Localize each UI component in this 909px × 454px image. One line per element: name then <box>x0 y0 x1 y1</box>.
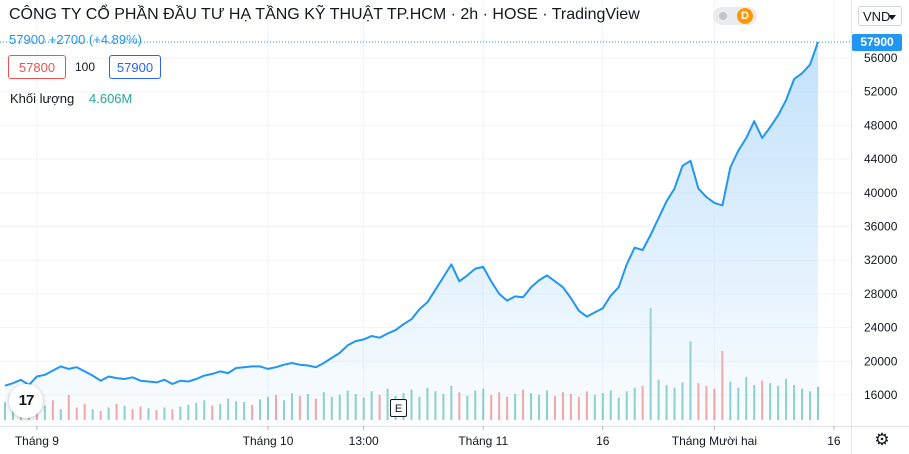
currency-select[interactable]: VND <box>858 6 902 26</box>
time-axis-label: Tháng 9 <box>15 434 59 448</box>
time-axis-label: Tháng 11 <box>458 434 508 448</box>
price-axis-label: 36000 <box>864 220 898 234</box>
sell-button[interactable]: 57800 <box>8 55 66 79</box>
price-axis-label: 28000 <box>864 287 898 301</box>
volume-label: Khối lượng <box>10 91 75 106</box>
status-dot-icon <box>719 12 727 20</box>
price-axis-label: 32000 <box>864 253 898 267</box>
price-axis-label: 24000 <box>864 321 898 335</box>
price-axis-label: 56000 <box>864 51 898 65</box>
data-status-badge[interactable]: D <box>713 7 757 25</box>
separator-dot: · <box>450 6 456 23</box>
price-axis-label: 48000 <box>864 118 898 132</box>
price-change: +2700 (+4.89%) <box>48 32 143 47</box>
price-axis-label: 40000 <box>864 186 898 200</box>
spread-value: 100 <box>75 60 96 74</box>
currency-value: VND <box>863 9 891 24</box>
buy-button[interactable]: 57900 <box>109 55 161 79</box>
price-line <box>4 41 819 387</box>
price-axis-label: 16000 <box>864 388 898 402</box>
gear-icon[interactable]: ⚙ <box>874 430 890 449</box>
time-axis-label: 16 <box>827 434 841 448</box>
logo-text: 17 <box>18 392 35 409</box>
price-area-fill <box>5 42 818 426</box>
volume-value: 4.606M <box>89 91 133 106</box>
time-axis-label: 16 <box>596 434 610 448</box>
delayed-data-badge: D <box>737 8 753 24</box>
tradingview-logo-icon[interactable]: 17 <box>9 384 43 418</box>
last-price: 57900 <box>9 32 46 47</box>
time-axis-label: Tháng 10 <box>243 434 294 448</box>
price-axis-label: 44000 <box>864 152 898 166</box>
last-price-tag: 57900 <box>852 34 902 51</box>
exchange-label: HOSE <box>492 6 538 23</box>
interval-label[interactable]: 2h <box>460 6 479 23</box>
time-axis-label: Tháng Mười hai <box>672 434 757 448</box>
time-axis-label: 13:00 <box>349 434 379 448</box>
provider-label: TradingView <box>551 6 640 23</box>
price-axis-label: 52000 <box>864 85 898 99</box>
chevron-down-icon <box>888 15 896 20</box>
last-price-legend: 57900 +2700 (+4.89%) <box>9 32 142 47</box>
price-axis-label: 20000 <box>864 354 898 368</box>
company-name: CÔNG TY CỔ PHẦN ĐẦU TƯ HẠ TẦNG KỸ THUẬT … <box>9 6 447 23</box>
earnings-marker[interactable]: E <box>390 399 407 417</box>
separator-dot: · <box>482 6 488 23</box>
separator-dot: · <box>542 6 548 23</box>
chart-title: CÔNG TY CỔ PHẦN ĐẦU TƯ HẠ TẦNG KỸ THUẬT … <box>9 6 640 24</box>
